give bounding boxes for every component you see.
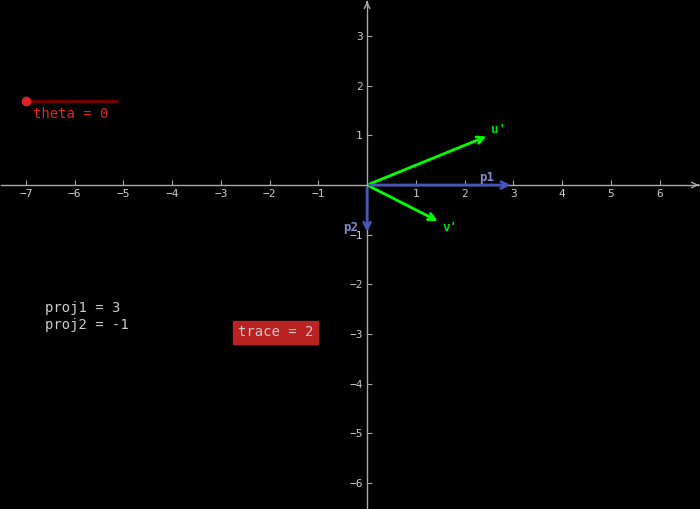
- Text: v': v': [442, 221, 458, 234]
- Text: trace = 2: trace = 2: [238, 325, 313, 340]
- Text: proj2 = -1: proj2 = -1: [46, 318, 129, 332]
- Text: proj1 = 3: proj1 = 3: [46, 301, 120, 315]
- Text: p1: p1: [480, 171, 494, 184]
- Text: theta = 0: theta = 0: [33, 107, 108, 121]
- Text: u': u': [491, 123, 506, 136]
- Text: p2: p2: [343, 221, 358, 234]
